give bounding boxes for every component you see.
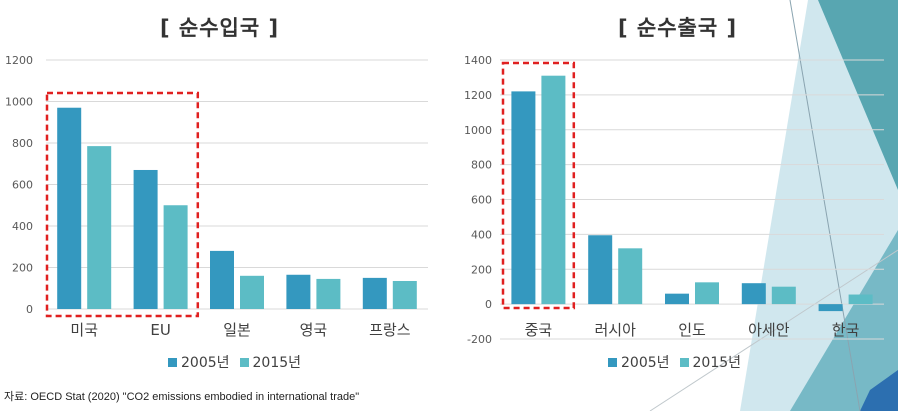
legend-label-2005: 2005년 <box>181 355 230 371</box>
legend-item-2015: 2015년 <box>679 352 742 372</box>
highlight-box <box>45 91 200 318</box>
bar-2005년-미국 <box>57 107 82 309</box>
y-tick-label: 400 <box>12 220 33 233</box>
bar-2005년-프랑스 <box>362 277 387 309</box>
legend-label-2015: 2015년 <box>692 355 742 371</box>
y-tick-label: 1400 <box>464 54 492 67</box>
y-tick-label: 800 <box>471 159 492 172</box>
bar-2005년-영국 <box>286 274 311 309</box>
y-tick-label: 1000 <box>5 96 33 109</box>
y-tick-label: 600 <box>471 194 492 207</box>
legend-item-2015: 2015년 <box>239 352 302 372</box>
category-label: 아세안 <box>748 321 790 339</box>
deco-triangle-dark <box>860 370 898 411</box>
source-note: 자료: OECD Stat (2020) "CO2 emissions embo… <box>4 391 360 403</box>
legend-item-2005: 2005년 <box>608 352 670 372</box>
bar-2005년-한국 <box>818 304 843 312</box>
deco-triangle-mid <box>790 230 898 411</box>
category-label: 한국 <box>832 321 860 339</box>
y-tick-label: 0 <box>485 298 492 311</box>
bar-2015년-러시아 <box>618 248 643 305</box>
bar-2015년-프랑스 <box>392 280 417 309</box>
bar-2015년-영국 <box>316 278 341 309</box>
chart-title-net-importers: [ 순수입국 ] <box>160 16 280 40</box>
bar-2015년-중국 <box>541 75 566 305</box>
chart-title-net-exporters: [ 순수출국 ] <box>618 16 738 40</box>
legend-net-importers: 2005년 2015년 <box>168 352 311 372</box>
bar-2015년-일본 <box>240 275 264 309</box>
legend-item-2005: 2005년 <box>168 352 230 372</box>
highlight-box <box>501 61 576 310</box>
bar-2015년-한국 <box>848 294 873 305</box>
category-label: EU <box>150 321 170 339</box>
legend-swatch-2015 <box>239 357 249 367</box>
legend-net-exporters: 2005년 2015년 <box>608 352 751 372</box>
bar-2005년-중국 <box>511 91 536 305</box>
deco-line-2 <box>649 249 898 411</box>
y-tick-label: 200 <box>471 263 492 276</box>
legend-label-2015: 2015년 <box>252 355 302 371</box>
category-label: 영국 <box>300 321 328 339</box>
bar-2005년-일본 <box>210 250 234 309</box>
legend-label-2005: 2005년 <box>621 355 670 371</box>
category-label: 러시아 <box>594 321 636 339</box>
y-tick-label: 800 <box>12 137 33 150</box>
legend-swatch-2005 <box>168 357 177 367</box>
bar-2015년-인도 <box>695 282 719 305</box>
legend-swatch-2005 <box>608 357 617 367</box>
bar-2015년-미국 <box>87 146 112 309</box>
legend-swatch-2015 <box>679 357 689 367</box>
y-tick-label: 1200 <box>5 54 33 67</box>
category-label: 인도 <box>678 321 706 339</box>
category-label: 일본 <box>223 321 251 339</box>
category-label: 중국 <box>525 321 553 339</box>
category-label: 미국 <box>70 321 98 339</box>
deco-line <box>789 0 861 411</box>
y-tick-label: 400 <box>471 228 492 241</box>
y-tick-label: 200 <box>12 262 33 275</box>
bar-2015년-EU <box>163 205 188 309</box>
y-tick-label: -200 <box>467 333 492 346</box>
bar-2005년-러시아 <box>588 235 613 305</box>
y-tick-label: 0 <box>26 303 33 316</box>
y-tick-label: 600 <box>12 179 33 192</box>
bar-2015년-아세안 <box>771 286 796 305</box>
bar-2005년-EU <box>133 169 158 309</box>
bar-2005년-아세안 <box>741 283 766 305</box>
y-tick-label: 1200 <box>464 89 492 102</box>
category-label: 프랑스 <box>369 321 411 339</box>
y-tick-label: 1000 <box>464 124 492 137</box>
bar-2005년-인도 <box>665 293 689 305</box>
